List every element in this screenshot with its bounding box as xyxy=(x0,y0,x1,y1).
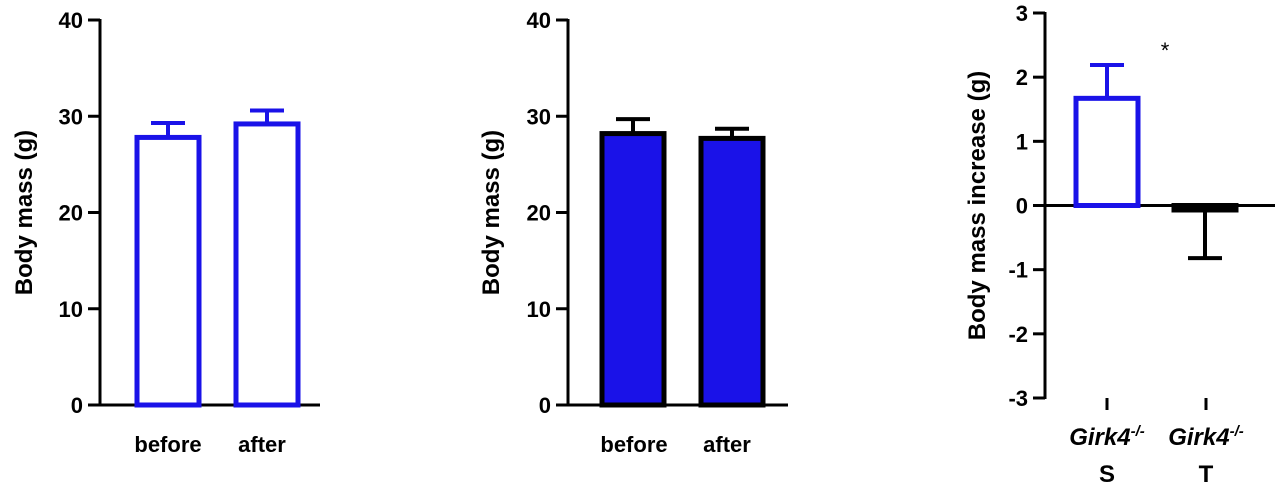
y-tick-label: 0 xyxy=(1016,194,1028,219)
y-tick-label: -1 xyxy=(1008,258,1028,283)
genotype-name: Girk4 xyxy=(1069,424,1130,451)
y-tick-label: 0 xyxy=(539,393,551,418)
y-tick-label: 2 xyxy=(1016,65,1028,90)
y-tick-label: 20 xyxy=(527,201,551,226)
genotype-superscript: -/- xyxy=(1230,423,1244,440)
x-tick-label: before xyxy=(134,432,201,457)
y-tick-label: 20 xyxy=(59,201,83,226)
y-tick-label: -2 xyxy=(1008,322,1028,347)
y-tick-label: 40 xyxy=(527,8,551,33)
genotype-superscript: -/- xyxy=(1131,423,1145,440)
y-tick-label: 0 xyxy=(71,393,83,418)
group-label: S xyxy=(1099,461,1115,488)
chart-2: 0 10 20 30 40 Body mass (g) before after xyxy=(478,8,788,457)
bar xyxy=(698,135,766,408)
x-tick-label: after xyxy=(703,432,751,457)
y-tick-label: 10 xyxy=(59,297,83,322)
chart-1: 0 10 20 30 40 Body mass (g) before after xyxy=(11,8,320,457)
significance-marker: * xyxy=(1161,38,1170,63)
y-axis-title: Body mass increase (g) xyxy=(964,71,991,340)
bar xyxy=(1073,95,1141,208)
y-tick-label: 40 xyxy=(59,8,83,33)
x-tick-label: after xyxy=(238,432,286,457)
bar xyxy=(1171,203,1239,213)
x-tick-label: Girk4-/- xyxy=(1168,423,1244,451)
bar xyxy=(233,121,301,408)
y-tick-label: 1 xyxy=(1016,129,1028,154)
y-tick-label: 30 xyxy=(527,104,551,129)
y-tick-label: 3 xyxy=(1016,1,1028,26)
group-label: T xyxy=(1199,461,1214,488)
y-axis-title: Body mass (g) xyxy=(11,130,38,295)
y-axis-title: Body mass (g) xyxy=(478,130,505,295)
bar xyxy=(599,131,667,408)
genotype-name: Girk4 xyxy=(1168,424,1229,451)
y-tick-label: 30 xyxy=(59,104,83,129)
x-tick-label: Girk4-/- xyxy=(1069,423,1145,451)
y-tick-label: 10 xyxy=(527,297,551,322)
x-tick-label: before xyxy=(600,432,667,457)
bar xyxy=(134,134,202,408)
y-tick-label: -3 xyxy=(1008,386,1028,411)
